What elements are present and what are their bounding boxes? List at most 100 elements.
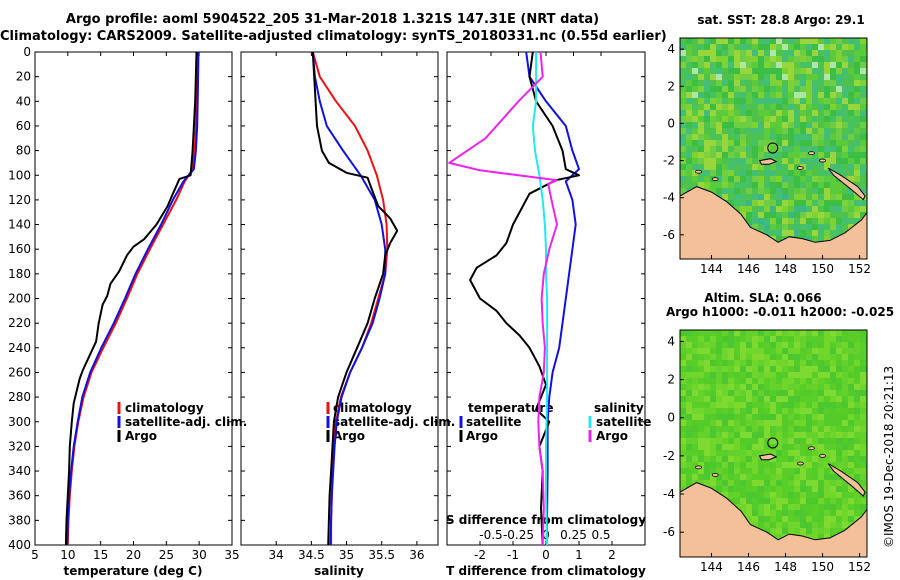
sst-field-cell (842, 170, 848, 176)
sst-field-cell (770, 152, 776, 158)
sst-field-cell (806, 80, 812, 86)
sal-legend-satellite: satellite-adj. clim. (333, 415, 455, 429)
sst-field-cell (848, 104, 854, 110)
sst-field-cell (854, 152, 860, 158)
sla-field-cell (848, 510, 854, 516)
sla-field-cell (818, 468, 824, 474)
sla-field-cell (794, 480, 800, 486)
sst-field-cell (806, 116, 812, 122)
sla-field-cell (740, 492, 746, 498)
sst-field-cell (734, 74, 740, 80)
sst-field-cell (746, 62, 752, 68)
sst-field-cell (782, 146, 788, 152)
sst-field-cell (788, 170, 794, 176)
sla-field-cell (788, 516, 794, 522)
sst-field-cell (710, 44, 716, 50)
sst-field-cell (818, 44, 824, 50)
sla-field-cell (686, 408, 692, 414)
sla-field-cell (752, 456, 758, 462)
sla-field-cell (830, 504, 836, 510)
sla-field-cell (818, 426, 824, 432)
sla-field-cell (716, 450, 722, 456)
sst-field-cell (680, 170, 686, 176)
sst-field-cell (776, 104, 782, 110)
sla-field-cell (746, 450, 752, 456)
sst-field-cell (782, 140, 788, 146)
sla-field-cell (788, 414, 794, 420)
sla-field-cell (830, 414, 836, 420)
sst-field-cell (848, 68, 854, 74)
sla-field-cell (746, 354, 752, 360)
sst-field-cell (722, 122, 728, 128)
sla-field-cell (848, 504, 854, 510)
sst-field-cell (854, 62, 860, 68)
sst-field-cell (722, 164, 728, 170)
sla-field-cell (818, 462, 824, 468)
sst-field-cell (794, 140, 800, 146)
sst-field-cell (848, 158, 854, 164)
sla-field-cell (704, 426, 710, 432)
sla-field-cell (782, 528, 788, 534)
sla-field-cell (764, 528, 770, 534)
sla-field-cell (704, 462, 710, 468)
sst-field-cell (758, 80, 764, 86)
sla-field-cell (680, 474, 686, 480)
sla-field-cell (782, 402, 788, 408)
sst-field-cell (848, 152, 854, 158)
sst-field-cell (818, 98, 824, 104)
sla-field-cell (776, 330, 782, 336)
sst-field-cell (860, 212, 866, 218)
sla-field-cell (812, 450, 818, 456)
sla-field-cell (800, 480, 806, 486)
sst-field-cell (686, 68, 692, 74)
sst-field-cell (692, 68, 698, 74)
sla-field-cell (860, 384, 866, 390)
sst-field-cell (680, 86, 686, 92)
sst-field-cell (794, 134, 800, 140)
sla-field-cell (704, 384, 710, 390)
sla-field-cell (842, 432, 848, 438)
sst-field-cell (728, 98, 734, 104)
sla-field-cell (806, 366, 812, 372)
sla-field-cell (752, 330, 758, 336)
sst-field-cell (764, 68, 770, 74)
sla-field-cell (812, 516, 818, 522)
sst-field-cell (806, 86, 812, 92)
sla-field-cell (794, 384, 800, 390)
sla-field-cell (698, 426, 704, 432)
sst-field-cell (680, 164, 686, 170)
sst-field-cell (836, 212, 842, 218)
sla-field-cell (752, 486, 758, 492)
sst-field-cell (764, 146, 770, 152)
sst-field-cell (860, 92, 866, 98)
sla-field-cell (782, 408, 788, 414)
sst-field-cell (782, 122, 788, 128)
sla-field-cell (848, 492, 854, 498)
sst-field-cell (764, 230, 770, 236)
sla-ytick-label: 4 (667, 334, 675, 348)
sla-field-cell (740, 354, 746, 360)
sla-field-cell (770, 342, 776, 348)
sst-field-cell (764, 122, 770, 128)
sla-field-cell (752, 426, 758, 432)
sst-field-cell (854, 92, 860, 98)
sst-field-cell (764, 116, 770, 122)
sla-field-cell (734, 492, 740, 498)
sst-ytick-label: -2 (663, 154, 675, 168)
sst-field-cell (704, 92, 710, 98)
diff-series-s-argo (448, 51, 558, 546)
sst-field-cell (860, 134, 866, 140)
sla-field-cell (818, 516, 824, 522)
sst-field-cell (740, 44, 746, 50)
sst-new-guinea-land (680, 186, 867, 259)
sst-field-cell (824, 38, 830, 44)
sst-field-cell (758, 224, 764, 230)
sst-map-layer (680, 38, 867, 259)
sla-field-cell (800, 510, 806, 516)
sst-field-cell (758, 62, 764, 68)
sst-field-cell (716, 80, 722, 86)
sst-field-cell (860, 146, 866, 152)
sla-field-cell (848, 384, 854, 390)
sst-field-cell (704, 182, 710, 188)
sst-field-cell (824, 188, 830, 194)
